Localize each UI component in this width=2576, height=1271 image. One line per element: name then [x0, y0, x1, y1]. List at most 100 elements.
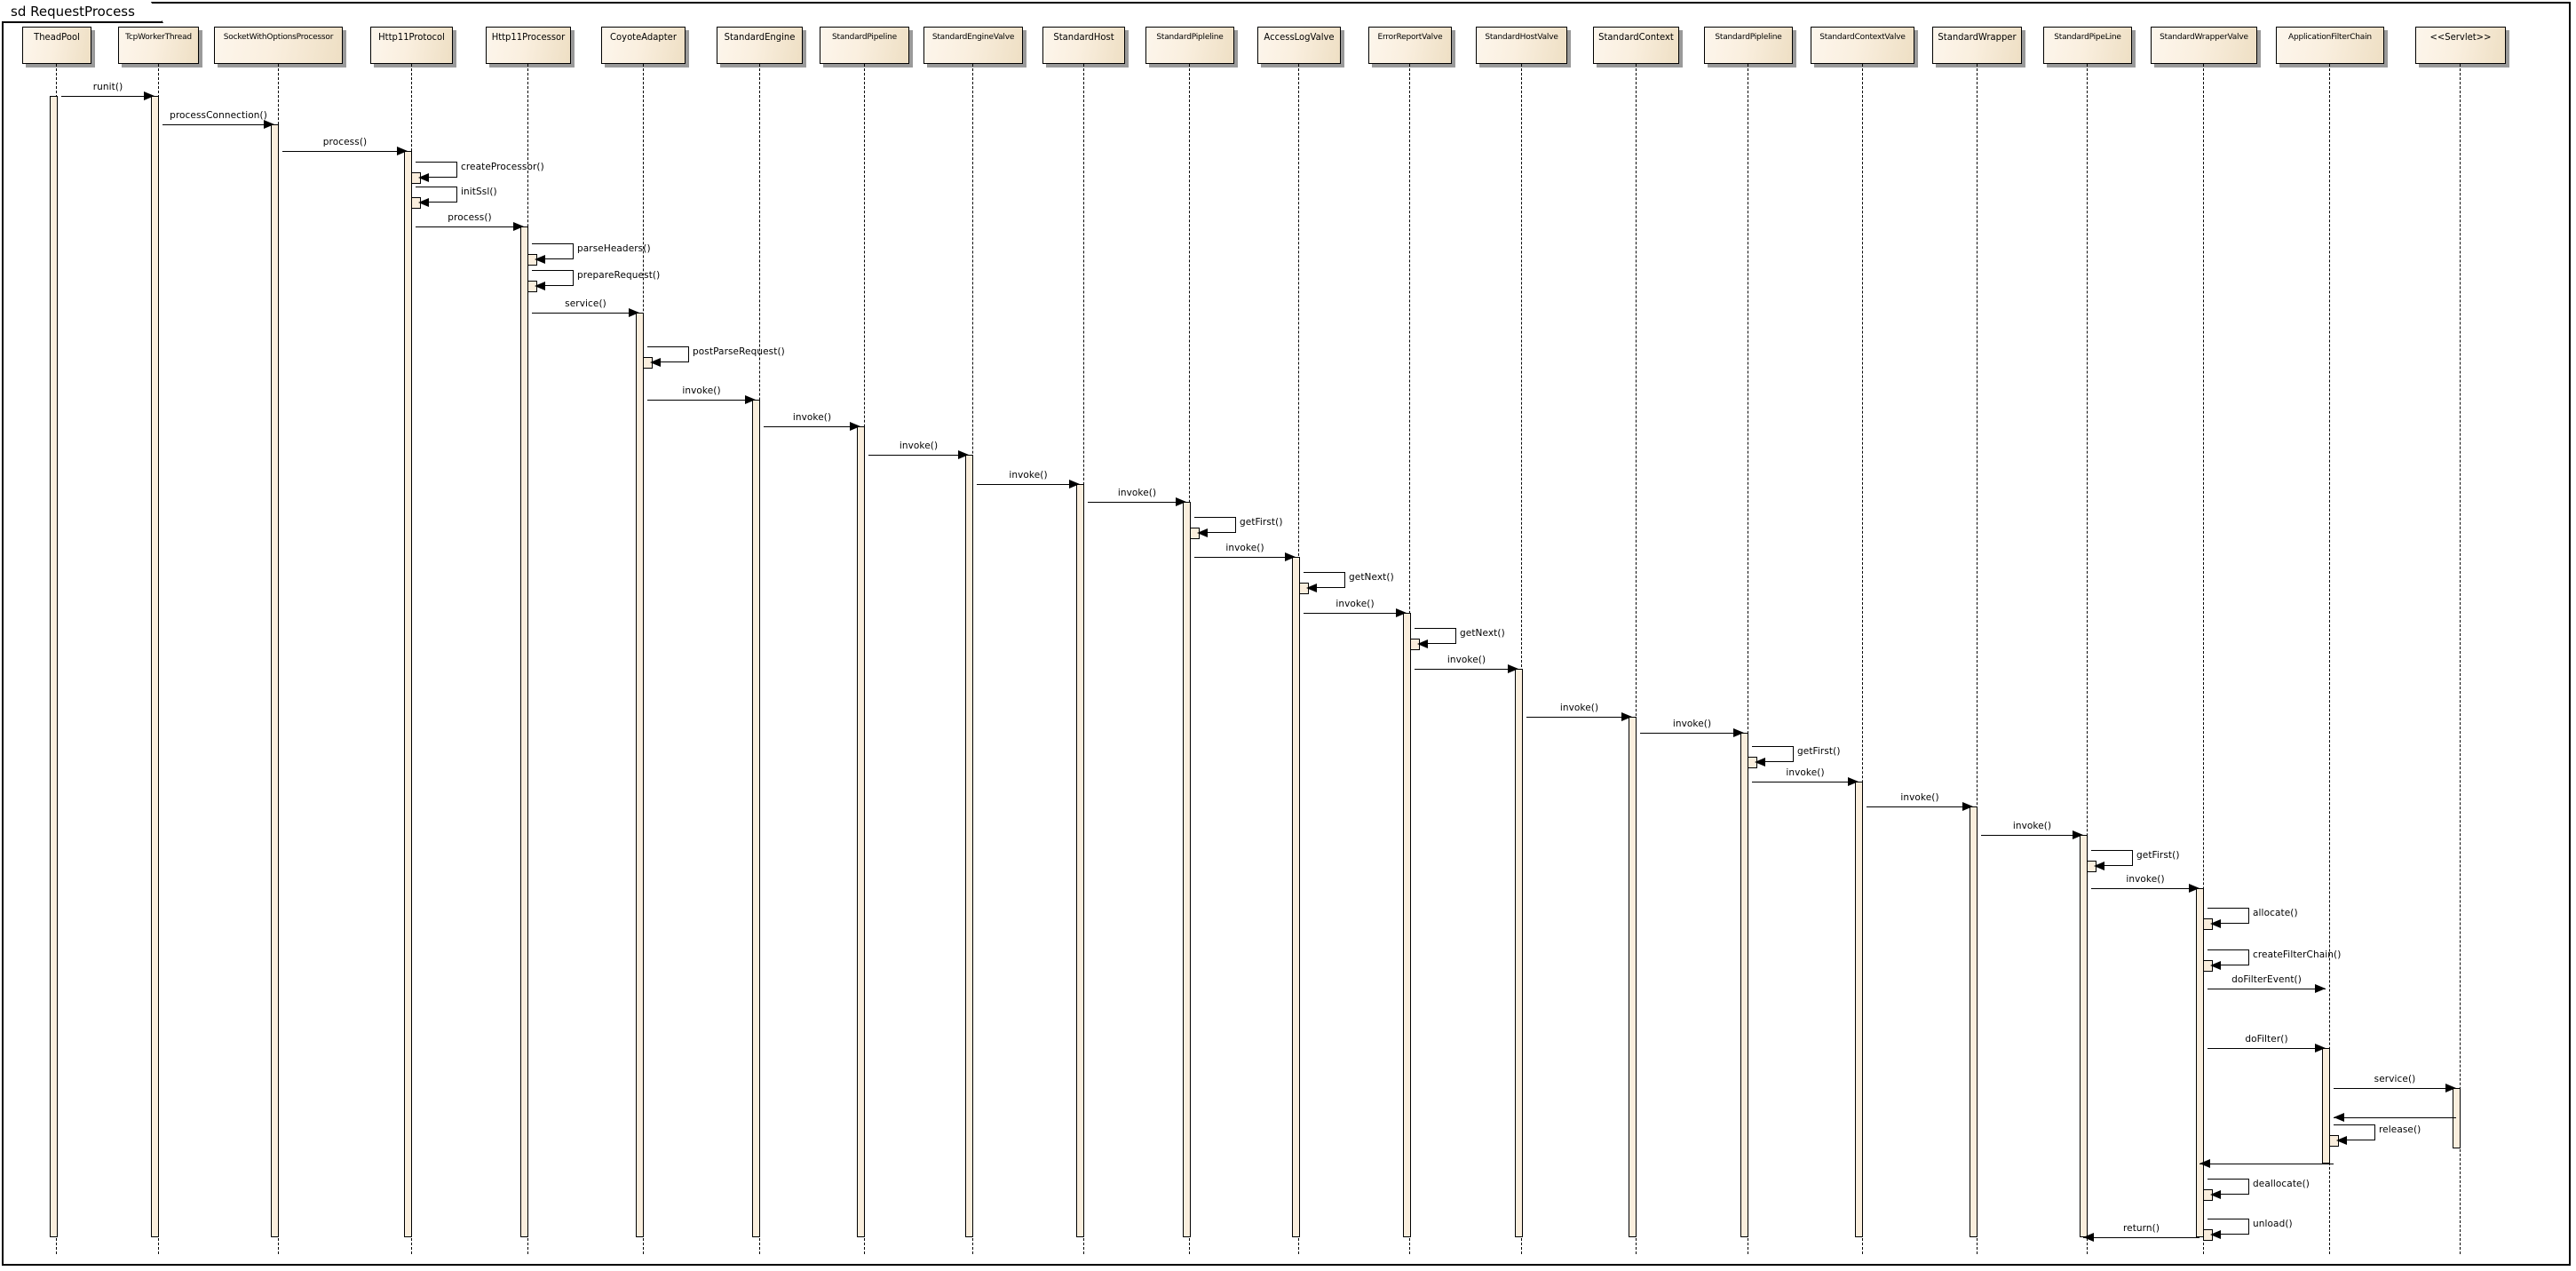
self-call-loop-http11protocol[interactable]: [416, 187, 457, 203]
activation-bar-standardpipeline1[interactable]: [856, 426, 865, 1237]
activation-bar-standardwrappervalve[interactable]: [2195, 888, 2204, 1237]
activation-bar-standardcontext[interactable]: [1628, 717, 1637, 1237]
lifeline-head-http11processor[interactable]: Http11Processor: [486, 27, 575, 68]
self-call-loop-standardpipleline3[interactable]: [1752, 746, 1794, 762]
lifeline-head-standardwrappervalve[interactable]: StandardWrapperValve: [2151, 27, 2261, 68]
lifeline-head-socketwithoptions[interactable]: SocketWithOptionsProcessor: [214, 27, 346, 68]
message-line-26[interactable]: [1867, 806, 1973, 807]
self-call-loop-standardpipeline4[interactable]: [2091, 850, 2133, 866]
lifeline-box: ErrorReportValve: [1368, 27, 1452, 64]
message-line-27[interactable]: [1981, 835, 2083, 836]
message-label-39: unload(): [2253, 1219, 2293, 1229]
lifeline-box: StandardHostValve: [1476, 27, 1567, 64]
lifeline-head-servlet[interactable]: <<Servlet>>: [2415, 27, 2509, 68]
activation-bar-applicationfilterchain[interactable]: [2321, 1048, 2330, 1164]
activation-bar-servlet[interactable]: [2452, 1088, 2461, 1148]
lifeline-label: StandardWrapper: [1938, 32, 2017, 44]
self-call-loop-standardwrappervalve[interactable]: [2207, 949, 2249, 965]
self-call-loop-coyoteadapter[interactable]: [647, 346, 689, 362]
lifeline-head-standardhostvalve[interactable]: StandardHostValve: [1476, 27, 1571, 68]
lifeline-head-applicationfilterchain[interactable]: ApplicationFilterChain: [2276, 27, 2388, 68]
lifeline-head-standardpipeline4[interactable]: StandardPipeLine: [2043, 27, 2136, 68]
message-line-19[interactable]: [1304, 613, 1407, 614]
self-call-loop-errorreportvalve[interactable]: [1415, 628, 1456, 644]
lifeline-box: StandardEngine: [717, 27, 803, 64]
arrowhead-right: [1962, 802, 1973, 812]
lifeline-box: Http11Processor: [486, 27, 571, 64]
activation-bar-standardenginevalve[interactable]: [964, 455, 973, 1237]
message-line-17[interactable]: [1194, 557, 1296, 558]
arrowhead-right: [513, 222, 524, 232]
message-label-20: getNext(): [1460, 628, 1505, 639]
message-line-11[interactable]: [647, 400, 756, 401]
lifeline-head-standardcontextvalve[interactable]: StandardContextValve: [1811, 27, 1918, 68]
message-line-35[interactable]: [2334, 1117, 2456, 1118]
lifeline-head-coyoteadapter[interactable]: CoyoteAdapter: [601, 27, 689, 68]
message-line-23[interactable]: [1640, 733, 1744, 734]
activation-bar-standardwrapper[interactable]: [1969, 806, 1978, 1237]
lifeline-dash-standardcontext: [1635, 64, 1637, 1254]
lifeline-head-standardhost[interactable]: StandardHost: [1042, 27, 1129, 68]
message-label-13: invoke(): [899, 441, 939, 451]
lifeline-head-http11protocol[interactable]: Http11Protocol: [370, 27, 456, 68]
activation-bar-coyoteadapter[interactable]: [635, 313, 644, 1237]
message-line-14[interactable]: [977, 484, 1080, 485]
lifeline-dash-standardcontextvalve: [1861, 64, 1863, 1254]
activation-bar-standardhost[interactable]: [1075, 484, 1084, 1237]
message-line-22[interactable]: [1526, 717, 1632, 718]
message-label-24: getFirst(): [1797, 746, 1841, 757]
activation-bar-threadpool[interactable]: [49, 96, 58, 1237]
message-line-40[interactable]: [2083, 1237, 2200, 1238]
message-line-29[interactable]: [2091, 888, 2200, 889]
activation-bar-socketwithoptions[interactable]: [270, 124, 279, 1237]
lifeline-head-standardcontext[interactable]: StandardContext: [1593, 27, 1683, 68]
message-line-13[interactable]: [868, 455, 969, 456]
message-line-2[interactable]: [162, 124, 274, 125]
self-call-loop-http11processor[interactable]: [532, 243, 574, 259]
self-call-loop-http11protocol[interactable]: [416, 162, 457, 178]
lifeline-head-standardenginevalve[interactable]: StandardEngineValve: [923, 27, 1026, 68]
self-call-loop-accesslogvalve[interactable]: [1304, 572, 1345, 588]
lifeline-head-standardengine[interactable]: StandardEngine: [717, 27, 806, 68]
message-line-1[interactable]: [61, 96, 155, 97]
message-line-12[interactable]: [764, 426, 860, 427]
lifeline-head-standardpipleline3[interactable]: StandardPipleline: [1704, 27, 1796, 68]
lifeline-head-tcpworkerthread[interactable]: TcpWorkerThread: [118, 27, 202, 68]
activation-bar-tcpworkerthread[interactable]: [150, 96, 159, 1237]
activation-bar-accesslogvalve[interactable]: [1291, 557, 1300, 1237]
message-label-30: allocate(): [2253, 908, 2298, 918]
message-line-15[interactable]: [1088, 502, 1186, 503]
self-call-loop-standardwrappervalve[interactable]: [2207, 908, 2249, 924]
message-line-3[interactable]: [282, 151, 408, 152]
arrowhead-right: [1069, 480, 1080, 489]
self-call-loop-applicationfilterchain[interactable]: [2334, 1124, 2375, 1140]
lifeline-head-errorreportvalve[interactable]: ErrorReportValve: [1368, 27, 1455, 68]
self-call-loop-standardwrappervalve[interactable]: [2207, 1219, 2249, 1235]
lifeline-head-standardpipleline2[interactable]: StandardPipleline: [1145, 27, 1238, 68]
activation-bar-errorreportvalve[interactable]: [1402, 613, 1411, 1237]
message-label-26: invoke(): [1900, 792, 1939, 803]
message-line-34[interactable]: [2334, 1088, 2456, 1089]
message-line-21[interactable]: [1415, 669, 1518, 670]
activation-bar-http11processor[interactable]: [519, 226, 528, 1237]
activation-bar-standardengine[interactable]: [751, 400, 760, 1237]
lifeline-label: TheadPool: [34, 32, 80, 44]
message-line-33[interactable]: [2207, 1048, 2326, 1049]
activation-bar-standardpipleline2[interactable]: [1182, 502, 1191, 1237]
lifeline-label: StandardHost: [1053, 32, 1114, 44]
message-line-6[interactable]: [416, 226, 524, 227]
self-call-loop-http11processor[interactable]: [532, 270, 574, 286]
activation-bar-standardpipleline3[interactable]: [1740, 733, 1748, 1237]
activation-bar-standardcontextvalve[interactable]: [1854, 782, 1863, 1237]
activation-bar-http11protocol[interactable]: [403, 151, 412, 1237]
activation-bar-standardhostvalve[interactable]: [1514, 669, 1523, 1237]
message-line-9[interactable]: [532, 313, 639, 314]
lifeline-dash-servlet: [2460, 64, 2461, 1254]
lifeline-head-threadpool[interactable]: TheadPool: [22, 27, 95, 68]
lifeline-head-accesslogvalve[interactable]: AccessLogValve: [1257, 27, 1344, 68]
self-call-loop-standardwrappervalve[interactable]: [2207, 1179, 2249, 1195]
lifeline-head-standardpipeline1[interactable]: StandardPipeline: [820, 27, 913, 68]
self-call-loop-standardpipleline2[interactable]: [1194, 517, 1236, 533]
activation-bar-standardpipeline4[interactable]: [2079, 835, 2088, 1237]
lifeline-head-standardwrapper[interactable]: StandardWrapper: [1932, 27, 2025, 68]
